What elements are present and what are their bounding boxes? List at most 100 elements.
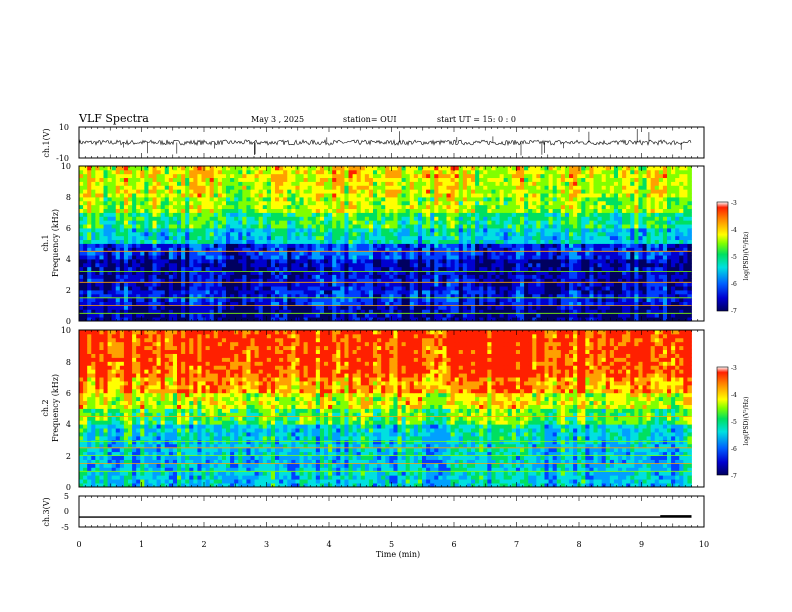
spectrogram-cell [671,204,676,210]
spectrogram-cell [299,286,304,291]
spectrogram-cell [430,220,435,225]
spectrogram-cell [270,301,276,306]
spectrogram-cell [246,204,251,210]
spectrogram-cell [491,297,496,303]
spectrogram-cell [234,231,239,237]
spectrogram-cell [83,251,88,256]
spectrogram-cell [283,290,288,295]
spectrogram-cell [103,309,108,314]
spectrogram-cell [662,286,668,291]
spectrogram-cell [246,266,251,272]
spectrogram-cell [246,274,251,279]
spectrogram-cell [299,266,304,272]
spectrogram-cell [405,290,411,295]
spectrogram-cell [279,208,284,213]
spectrogram-cell [638,297,643,303]
spectrogram-cell [528,239,533,244]
spectrogram-cell [336,274,341,279]
spectrogram-cell [454,204,460,210]
spectrogram-cell [385,200,390,206]
spectrogram-cell [515,228,521,233]
spectrogram-cell [79,297,84,303]
spectrogram-cell [99,305,104,310]
spectrogram-cell [201,255,206,260]
spectrogram-cell [107,239,113,244]
spectrogram-cell [658,216,664,221]
spectrogram-cell [324,251,329,256]
spectrogram-cell [373,251,378,256]
spectrogram-cell [381,270,386,275]
spectrogram-cell [438,286,443,291]
spectrogram-cell [340,309,345,314]
spectrogram-cell [654,309,660,314]
spectrogram-cell [262,200,268,206]
spectrogram-cell [626,309,631,314]
spectrogram-cell [319,200,325,206]
spectrogram-cell [552,239,558,244]
spectrogram-cell [197,224,202,229]
spectrogram-cell [373,274,378,279]
spectrogram-cell [177,282,182,287]
spectrogram-cell [164,251,170,256]
spectrogram-cell [348,278,353,283]
spectrogram-cell [658,309,664,314]
spectrogram-cell [585,262,590,268]
spectrogram-cell [609,313,615,318]
spectrogram-cell [613,243,619,248]
spectrogram-cell [115,259,121,264]
spectrogram-cell [185,278,190,283]
spectrogram-cell [667,208,672,213]
spectrogram-cell [291,259,296,264]
spectrogram-cell [495,204,500,210]
spectrogram-cell [389,293,394,299]
spectrogram-cell [458,301,464,306]
spectrogram-cell [254,259,260,264]
spectrogram-cell [299,220,304,225]
spectrogram-cell [630,297,635,303]
spectrogram-cell [315,301,321,306]
spectrogram-cell [434,255,439,260]
spectrogram-cell [340,231,345,237]
spectrogram-cell [205,224,211,229]
spectrogram-cell [511,216,517,221]
spectrogram-cell [319,255,325,260]
spectrogram-cell [593,290,598,295]
spectrogram-cell [205,282,211,287]
spectrogram-cell [491,200,496,206]
spectrogram-cell [475,286,480,291]
spectrogram-cell [642,208,647,213]
spectrogram-cell [164,297,170,303]
spectrogram-cell [658,262,664,268]
spectrogram-cell [446,290,451,295]
spectrogram-cell [242,266,247,272]
spectrogram-cell [650,270,656,275]
spectrogram-cell [434,286,439,291]
spectrogram-cell [373,197,378,202]
spectrogram-cell [201,305,206,310]
spectrogram-cell [450,224,456,229]
spectrogram-cell [193,239,198,244]
spectrogram-cell [475,293,480,299]
spectrogram-cell [177,239,182,244]
spectrogram-cell [585,212,590,217]
spectrogram-cell [491,282,496,287]
spectrogram-cell [409,228,415,233]
spectrogram-cell [487,212,492,217]
spectrogram-cell [324,290,329,295]
spectrogram-cell [466,290,472,295]
spectrogram-cell [368,270,374,275]
spectrogram-cell [181,278,186,283]
spectrogram-cell [679,282,684,287]
spectrogram-cell [671,216,676,221]
spectrogram-cell [413,305,419,310]
spectrogram-cell [475,208,480,213]
spectrogram-cell [299,247,304,252]
spectrogram-cell [262,317,268,322]
spectrogram-cell [221,243,227,248]
spectrogram-cell [458,224,464,229]
spectrogram-cell [564,305,570,310]
spectrogram-cell [79,212,84,217]
spectrogram-cell [458,317,464,322]
spectrogram-cell [491,231,496,237]
spectrogram-cell [544,278,549,283]
